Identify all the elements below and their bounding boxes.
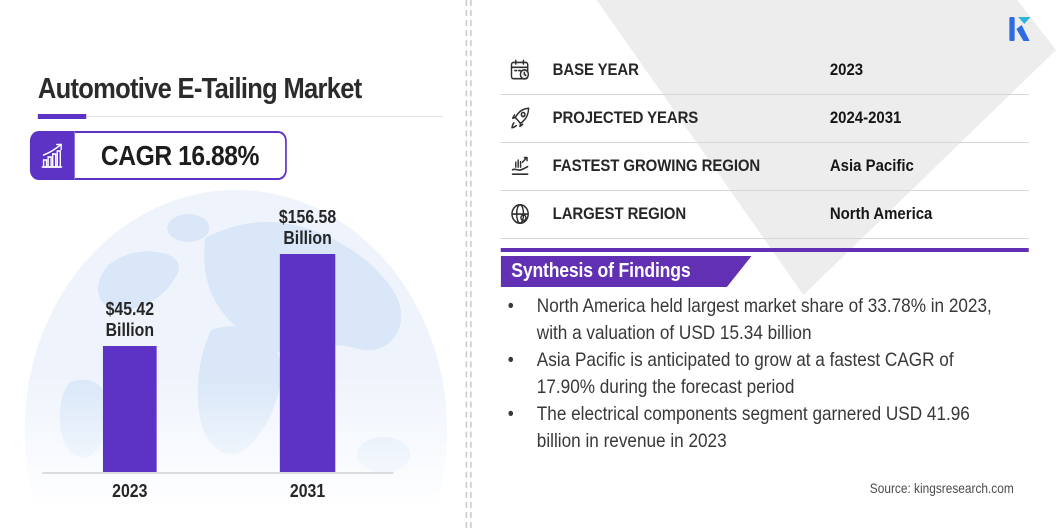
bar-value-label-2031: $156.58 Billion <box>246 207 370 249</box>
list-item: • North America held largest market shar… <box>508 293 996 347</box>
synthesis-banner: Synthesis of Findings <box>501 256 752 287</box>
bar-unit-2023: Billion <box>105 320 154 340</box>
title-underline-accent <box>37 114 87 119</box>
bullet-text: Asia Pacific is anticipated to grow at a… <box>536 349 954 398</box>
cagr-badge: CAGR 16.88% <box>29 131 287 180</box>
title-underline <box>37 114 443 119</box>
kingsresearch-logo <box>1007 12 1035 44</box>
fact-value: Asia Pacific <box>829 156 914 175</box>
axis-label-2023: 2023 <box>112 481 148 501</box>
vertical-divider <box>469 0 472 528</box>
bullet-text: The electrical components segment garner… <box>536 403 970 452</box>
cagr-value-box: CAGR 16.88% <box>74 131 287 180</box>
fact-label: LARGEST REGION <box>552 204 687 223</box>
bar-value-2023: $45.42 <box>105 299 155 319</box>
vertical-divider <box>465 0 468 528</box>
fact-row-largest-region: LARGEST REGION North America <box>500 190 1029 239</box>
bar-value-2031: $156.58 <box>278 207 337 227</box>
fact-row-projected-years: PROJECTED YEARS 2024-2031 <box>500 94 1029 143</box>
bar-unit-2031: Billion <box>283 228 332 248</box>
rocket-icon <box>509 105 532 131</box>
fact-label: BASE YEAR <box>552 60 639 79</box>
synthesis-bullet-list: • North America held largest market shar… <box>508 293 996 455</box>
bullet-dot: • <box>507 295 514 317</box>
world-map-background <box>24 190 447 528</box>
globe-graphic <box>24 190 447 528</box>
growth-chart-icon <box>29 131 75 180</box>
bar-2031 <box>279 254 336 472</box>
bullet-text: North America held largest market share … <box>536 295 992 344</box>
chart-baseline <box>42 472 394 474</box>
page-title: Automotive E-Tailing Market <box>37 73 362 105</box>
bar-value-label-2023: $45.42 Billion <box>68 299 192 341</box>
source-attribution: Source: kingsresearch.com <box>869 481 1014 496</box>
list-item: • The electrical components segment garn… <box>508 401 996 455</box>
fact-label: FASTEST GROWING REGION <box>552 156 761 175</box>
growth-region-icon <box>509 153 532 179</box>
bullet-dot: • <box>507 403 514 425</box>
synthesis-heading: Synthesis of Findings <box>511 260 691 282</box>
fact-row-fastest-growing-region: FASTEST GROWING REGION Asia Pacific <box>500 142 1029 191</box>
cagr-value: CAGR 16.88% <box>100 139 260 171</box>
bar-2023 <box>102 346 157 472</box>
fact-value: 2024-2031 <box>829 108 902 127</box>
fact-value: North America <box>829 204 933 223</box>
axis-label-2031: 2031 <box>289 481 326 501</box>
fact-value: 2023 <box>829 60 864 79</box>
bullet-dot: • <box>507 349 514 371</box>
globe-icon <box>509 201 532 227</box>
fact-row-base-year: BASE YEAR 2023 <box>500 46 1029 95</box>
calendar-clock-icon <box>509 57 532 83</box>
fact-label: PROJECTED YEARS <box>552 108 699 127</box>
list-item: • Asia Pacific is anticipated to grow at… <box>508 347 996 401</box>
accent-line <box>500 248 1029 252</box>
